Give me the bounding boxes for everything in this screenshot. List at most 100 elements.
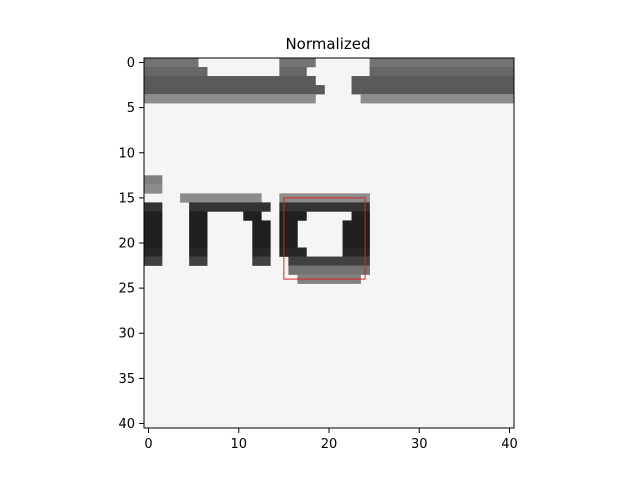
heatmap-cell bbox=[351, 238, 361, 248]
chart-title: Normalized bbox=[285, 35, 370, 53]
heatmap-cell bbox=[423, 76, 434, 86]
heatmap-cell bbox=[351, 85, 361, 95]
heatmap-cell bbox=[153, 247, 163, 257]
heatmap-cell bbox=[387, 94, 397, 104]
heatmap-cell bbox=[486, 94, 497, 104]
heatmap-cell bbox=[279, 76, 289, 86]
heatmap-cell bbox=[342, 202, 352, 212]
heatmap-cell bbox=[468, 67, 479, 77]
heatmap-cell bbox=[351, 220, 361, 230]
heatmap-cell bbox=[396, 67, 407, 77]
heatmap-cell bbox=[189, 220, 199, 230]
heatmap-cell bbox=[180, 76, 190, 86]
heatmap-cell bbox=[144, 67, 154, 77]
heatmap-cell bbox=[450, 85, 461, 95]
heatmap-cell bbox=[252, 94, 262, 104]
heatmap-cell bbox=[378, 58, 388, 68]
heatmap-cell bbox=[171, 94, 181, 104]
heatmap-cell bbox=[216, 94, 226, 104]
y-tick-label: 20 bbox=[118, 237, 135, 252]
heatmap-cell bbox=[153, 67, 163, 77]
heatmap-cell bbox=[144, 85, 154, 95]
heatmap-cell bbox=[270, 76, 280, 86]
heatmap-cell bbox=[369, 94, 379, 104]
heatmap-cell bbox=[477, 67, 488, 77]
heatmap-cell bbox=[261, 220, 271, 230]
heatmap-cell bbox=[189, 202, 199, 212]
heatmap-cell bbox=[450, 76, 461, 86]
heatmap-cell bbox=[450, 94, 461, 104]
heatmap-cell bbox=[477, 94, 488, 104]
heatmap-cell bbox=[423, 85, 434, 95]
heatmap-cell bbox=[396, 85, 407, 95]
heatmap-cell bbox=[396, 76, 407, 86]
heatmap-cell bbox=[441, 94, 452, 104]
heatmap-cell bbox=[297, 94, 307, 104]
heatmap-cell bbox=[144, 58, 154, 68]
heatmap-cell bbox=[288, 256, 298, 266]
heatmap-cell bbox=[360, 85, 370, 95]
heatmap-cell bbox=[351, 247, 361, 257]
heatmap-cell bbox=[405, 58, 416, 68]
heatmap-cell bbox=[450, 58, 461, 68]
heatmap-cell bbox=[153, 229, 163, 239]
heatmap-cell bbox=[261, 247, 271, 257]
heatmap-cell bbox=[414, 85, 425, 95]
x-tick-label: 20 bbox=[321, 437, 338, 452]
heatmap-cell bbox=[504, 67, 515, 77]
heatmap-cell bbox=[144, 229, 154, 239]
heatmap-cell bbox=[180, 67, 190, 77]
heatmap-cell bbox=[198, 67, 208, 77]
heatmap-cell bbox=[261, 94, 271, 104]
heatmap-cell bbox=[225, 85, 235, 95]
heatmap-cell bbox=[333, 202, 343, 212]
heatmap-cell bbox=[495, 85, 506, 95]
heatmap-cell bbox=[306, 58, 316, 68]
heatmap-cell bbox=[468, 76, 479, 86]
heatmap-cell bbox=[288, 229, 298, 239]
heatmap-cell bbox=[261, 202, 271, 212]
heatmap-cell bbox=[153, 58, 163, 68]
heatmap-cell bbox=[495, 58, 506, 68]
y-tick-label: 40 bbox=[118, 417, 135, 432]
heatmap-cell bbox=[387, 85, 397, 95]
heatmap-cell bbox=[189, 211, 199, 221]
heatmap-cell bbox=[288, 220, 298, 230]
heatmap-cell bbox=[306, 85, 316, 95]
heatmap-cell bbox=[297, 67, 307, 77]
heatmap-cell bbox=[297, 85, 307, 95]
heatmap-cell bbox=[144, 94, 154, 104]
heatmap-cell bbox=[414, 67, 425, 77]
heatmap-cell bbox=[306, 202, 316, 212]
heatmap-cell bbox=[432, 94, 443, 104]
heatmap-cell bbox=[351, 211, 361, 221]
heatmap-cell bbox=[342, 256, 352, 266]
heatmap-cell bbox=[378, 85, 388, 95]
heatmap-cell bbox=[324, 265, 334, 275]
heatmap-cell bbox=[315, 85, 325, 95]
heatmap-cell bbox=[351, 202, 361, 212]
heatmap-cell bbox=[198, 238, 208, 248]
y-tick-label: 10 bbox=[118, 146, 135, 161]
heatmap-cell bbox=[351, 256, 361, 266]
heatmap-cell bbox=[288, 85, 298, 95]
heatmap-cell bbox=[423, 67, 434, 77]
heatmap-cell bbox=[333, 265, 343, 275]
heatmap-cell bbox=[324, 256, 334, 266]
x-axis: 0 10 20 30 40 bbox=[144, 428, 518, 452]
heatmap-cell bbox=[288, 202, 298, 212]
heatmap-cell bbox=[288, 265, 298, 275]
heatmap-cell bbox=[207, 193, 217, 203]
heatmap-cell bbox=[144, 256, 154, 266]
heatmap-plot-area bbox=[143, 57, 515, 429]
heatmap-cell bbox=[495, 76, 506, 86]
heatmap-cell bbox=[378, 67, 388, 77]
heatmap-cell bbox=[216, 193, 226, 203]
heatmap-cell bbox=[279, 85, 289, 95]
heatmap-cell bbox=[261, 256, 271, 266]
heatmap-cell bbox=[405, 94, 416, 104]
heatmap-cell bbox=[189, 58, 199, 68]
heatmap-cell bbox=[351, 229, 361, 239]
heatmap-cell bbox=[297, 76, 307, 86]
heatmap-cell bbox=[369, 67, 379, 77]
